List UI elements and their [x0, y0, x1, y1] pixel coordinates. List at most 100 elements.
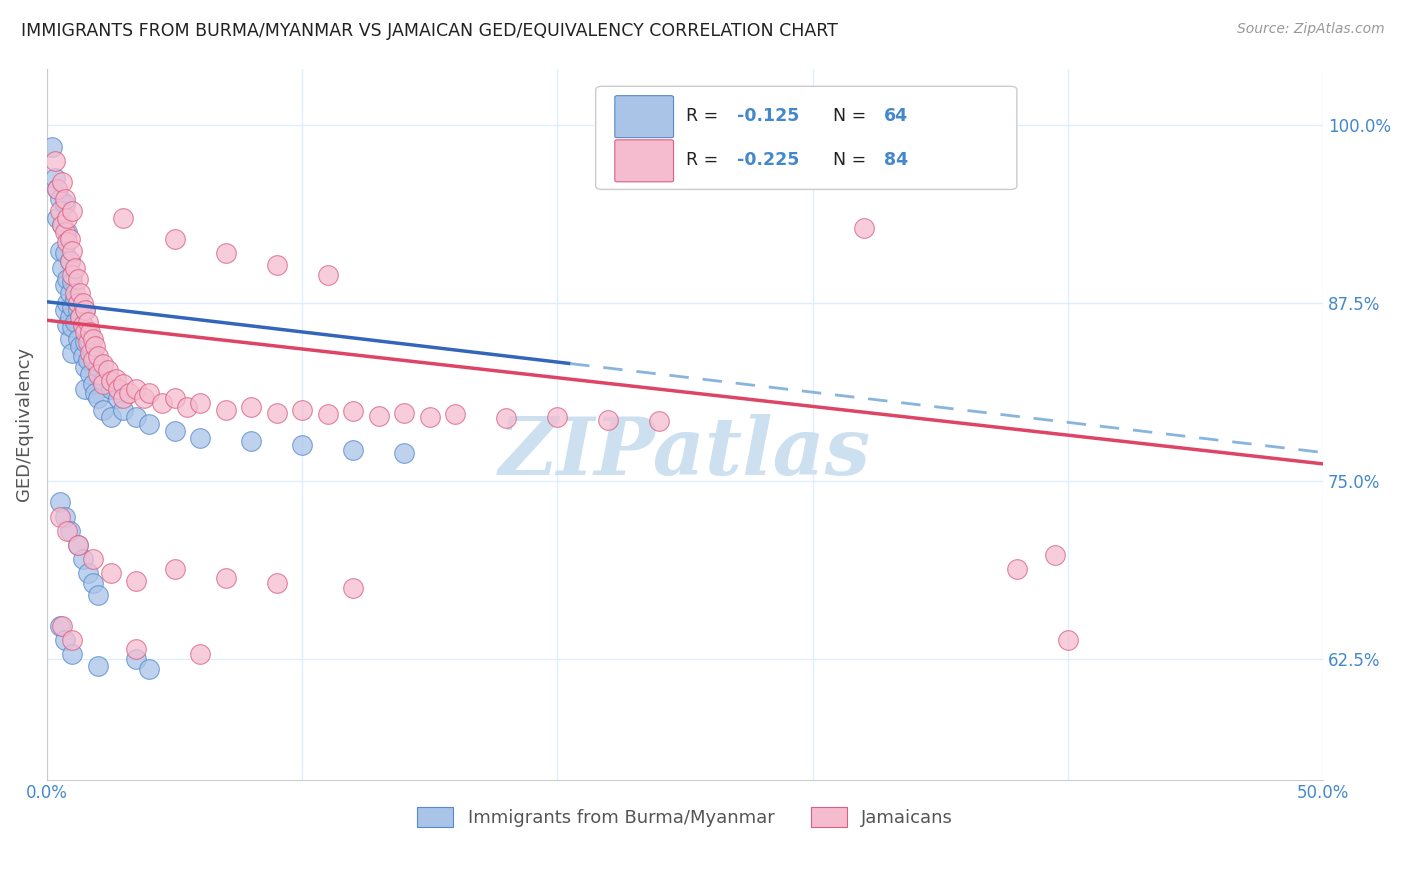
Point	[316, 268, 339, 282]
FancyBboxPatch shape	[596, 87, 1017, 189]
Text: ZIPatlas: ZIPatlas	[499, 414, 872, 491]
Point	[44, 153, 66, 168]
Point	[240, 400, 263, 414]
Text: R =: R =	[686, 107, 724, 125]
Point	[51, 218, 73, 232]
Point	[87, 368, 110, 382]
Point	[62, 633, 84, 648]
Point	[76, 566, 98, 581]
Point	[367, 409, 389, 423]
Point	[342, 404, 364, 418]
Point	[41, 140, 63, 154]
Point	[53, 303, 76, 318]
Point	[75, 325, 97, 339]
Point	[62, 268, 84, 282]
Point	[342, 442, 364, 457]
Point	[188, 395, 211, 409]
Point	[82, 552, 104, 566]
Text: IMMIGRANTS FROM BURMA/MYANMAR VS JAMAICAN GED/EQUIVALENCY CORRELATION CHART: IMMIGRANTS FROM BURMA/MYANMAR VS JAMAICA…	[21, 22, 838, 40]
Point	[91, 377, 114, 392]
Point	[97, 363, 120, 377]
Point	[112, 377, 135, 392]
Point	[132, 392, 155, 406]
Point	[79, 334, 101, 349]
Point	[56, 524, 79, 538]
Point	[214, 246, 236, 260]
Point	[852, 220, 875, 235]
Point	[82, 377, 104, 392]
Point	[214, 402, 236, 417]
Point	[66, 538, 89, 552]
Point	[79, 346, 101, 360]
Point	[266, 406, 288, 420]
Point	[56, 272, 79, 286]
Point	[59, 253, 82, 268]
Point	[138, 385, 160, 400]
Point	[1043, 548, 1066, 562]
Point	[394, 406, 416, 420]
Point	[53, 196, 76, 211]
Point	[188, 648, 211, 662]
Point	[87, 349, 110, 363]
Point	[62, 648, 84, 662]
Point	[59, 232, 82, 246]
Point	[62, 346, 84, 360]
Point	[100, 566, 122, 581]
Point	[291, 438, 314, 452]
Point	[91, 402, 114, 417]
Point	[163, 562, 186, 576]
Point	[75, 303, 97, 318]
Point	[53, 277, 76, 292]
Legend: Immigrants from Burma/Myanmar, Jamaicans: Immigrants from Burma/Myanmar, Jamaicans	[411, 799, 960, 835]
Point	[51, 175, 73, 189]
Point	[87, 392, 110, 406]
Point	[62, 203, 84, 218]
Point	[79, 368, 101, 382]
Text: -0.125: -0.125	[737, 107, 800, 125]
Point	[62, 301, 84, 315]
Point	[69, 286, 91, 301]
Text: 64: 64	[884, 107, 908, 125]
Text: -0.225: -0.225	[737, 151, 800, 169]
Point	[76, 315, 98, 329]
Point	[82, 353, 104, 368]
Point	[59, 310, 82, 325]
Point	[72, 318, 94, 332]
Text: R =: R =	[686, 151, 724, 169]
Point	[51, 619, 73, 633]
Point	[117, 385, 139, 400]
Point	[87, 588, 110, 602]
Point	[91, 375, 114, 389]
Point	[72, 349, 94, 363]
Point	[598, 413, 620, 427]
Point	[53, 509, 76, 524]
Point	[394, 445, 416, 459]
Point	[100, 409, 122, 424]
Point	[48, 244, 70, 258]
Point	[48, 203, 70, 218]
Point	[104, 371, 127, 385]
Point	[59, 524, 82, 538]
Point	[112, 211, 135, 225]
Point	[125, 641, 148, 656]
Point	[266, 576, 288, 591]
Point	[56, 225, 79, 239]
Point	[419, 409, 441, 424]
Point	[91, 357, 114, 371]
Point	[112, 402, 135, 417]
Point	[75, 382, 97, 396]
Point	[316, 407, 339, 421]
Point	[125, 409, 148, 424]
Point	[51, 260, 73, 275]
Point	[150, 395, 173, 409]
Point	[63, 260, 86, 275]
Point	[266, 258, 288, 272]
Point	[291, 402, 314, 417]
Point	[59, 253, 82, 268]
Point	[138, 662, 160, 676]
Point	[56, 296, 79, 310]
Point	[84, 353, 107, 368]
Point	[125, 651, 148, 665]
Point	[546, 409, 568, 424]
Point	[76, 353, 98, 368]
